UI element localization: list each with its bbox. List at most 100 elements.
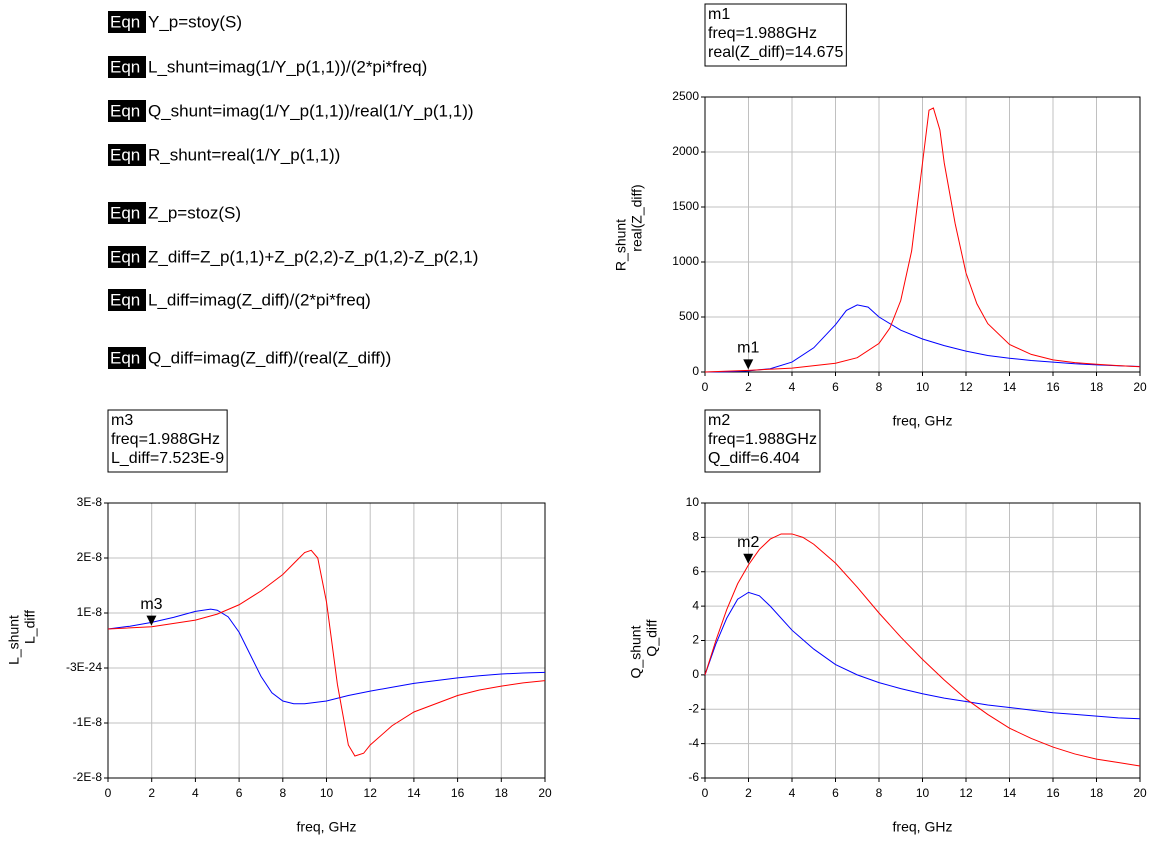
x-tick-label: 6 xyxy=(832,786,839,800)
eqn-text: L_diff=imag(Z_diff)/(2*pi*freq) xyxy=(148,290,371,309)
marker-readout-line: L_diff=7.523E-9 xyxy=(111,450,224,467)
eqn-tag: Eqn xyxy=(110,101,140,120)
x-tick-label: 4 xyxy=(789,786,796,800)
eqn-tag-box xyxy=(108,347,146,369)
y-tick-label: 500 xyxy=(679,309,699,323)
eqn-tag-box xyxy=(108,100,146,122)
series-line xyxy=(704,107,1141,373)
eqn-tag: Eqn xyxy=(110,145,140,164)
y-tick-label: 2500 xyxy=(672,89,699,103)
y-tick-label: -3E-24 xyxy=(66,660,102,674)
plot-frame xyxy=(107,502,546,779)
x-tick-label: 16 xyxy=(451,786,465,800)
eqn-tag: Eqn xyxy=(110,348,140,367)
legend-entry: real(Z_diff) xyxy=(629,184,645,251)
x-tick-label: 12 xyxy=(364,786,378,800)
x-tick-label: 14 xyxy=(407,786,421,800)
marker-label: m3 xyxy=(140,596,162,613)
x-tick-label: 14 xyxy=(1003,786,1017,800)
plot-frame xyxy=(704,502,1141,779)
x-tick-label: 12 xyxy=(959,380,973,394)
y-tick-label: 1E-8 xyxy=(77,605,103,619)
x-tick-label: 8 xyxy=(876,786,883,800)
x-axis-label: freq, GHz xyxy=(893,413,953,429)
marker-readout-line: freq=1.988GHz xyxy=(111,431,220,448)
y-tick-label: 8 xyxy=(692,530,699,544)
y-tick-label: -1E-8 xyxy=(73,715,103,729)
eqn-tag-box xyxy=(108,246,146,268)
x-tick-label: 20 xyxy=(1133,380,1147,394)
x-axis-label: freq, GHz xyxy=(893,819,953,835)
marker-readout-box xyxy=(704,409,821,473)
y-tick-label: 3E-8 xyxy=(77,495,103,509)
marker-readout-box xyxy=(107,409,228,473)
marker-readout-name: m1 xyxy=(708,6,730,23)
y-tick-label: 0 xyxy=(692,364,699,378)
x-tick-label: 10 xyxy=(320,786,334,800)
y-tick-label: 0 xyxy=(692,667,699,681)
marker-readout-line: real(Z_diff)=14.675 xyxy=(708,44,843,61)
marker-readout-line: Q_diff=6.404 xyxy=(708,450,800,467)
eqn-tag: Eqn xyxy=(110,247,140,266)
y-tick-label: 6 xyxy=(692,564,699,578)
x-tick-label: 12 xyxy=(959,786,973,800)
x-tick-label: 6 xyxy=(236,786,243,800)
eqn-tag-box xyxy=(108,11,146,33)
x-tick-label: 2 xyxy=(745,786,752,800)
y-tick-label: 1500 xyxy=(672,199,699,213)
x-tick-label: 20 xyxy=(1133,786,1147,800)
eqn-text: L_shunt=imag(1/Y_p(1,1))/(2*pi*freq) xyxy=(148,57,427,76)
x-tick-label: 18 xyxy=(1090,786,1104,800)
marker-readout-name: m3 xyxy=(111,412,133,429)
x-tick-label: 2 xyxy=(745,380,752,394)
y-tick-label: 1000 xyxy=(672,254,699,268)
x-tick-label: 18 xyxy=(495,786,509,800)
plot-frame xyxy=(704,96,1141,373)
marker-triangle xyxy=(146,615,157,626)
x-tick-label: 20 xyxy=(538,786,552,800)
marker-triangle xyxy=(743,553,754,564)
marker-label: m2 xyxy=(737,534,759,551)
legend-entry: R_shunt xyxy=(613,219,629,271)
series-line xyxy=(704,304,1141,373)
eqn-tag: Eqn xyxy=(110,57,140,76)
eqn-tag: Eqn xyxy=(110,203,140,222)
legend-entry: Q_diff xyxy=(644,619,660,656)
eqn-text: Z_p=stoz(S) xyxy=(148,203,241,222)
marker-readout-box xyxy=(704,3,847,67)
y-tick-label: -6 xyxy=(688,770,699,784)
x-tick-label: 14 xyxy=(1003,380,1017,394)
y-tick-label: -2 xyxy=(688,701,699,715)
series-line xyxy=(704,533,1141,767)
y-tick-label: 4 xyxy=(692,598,699,612)
eqn-tag-box xyxy=(108,144,146,166)
y-tick-label: -2E-8 xyxy=(73,770,103,784)
marker-readout-line: freq=1.988GHz xyxy=(708,431,817,448)
series-line xyxy=(704,591,1141,720)
legend-entry: L_diff xyxy=(22,610,38,644)
x-tick-label: 0 xyxy=(105,786,112,800)
marker-readout-line: freq=1.988GHz xyxy=(708,25,817,42)
eqn-tag-box xyxy=(108,56,146,78)
x-tick-label: 4 xyxy=(789,380,796,394)
y-tick-label: 2 xyxy=(692,633,699,647)
x-tick-label: 8 xyxy=(876,380,883,394)
marker-label: m1 xyxy=(737,340,759,357)
y-tick-label: 2E-8 xyxy=(77,550,103,564)
marker-readout-name: m2 xyxy=(708,412,730,429)
marker-triangle xyxy=(743,359,754,370)
eqn-text: Y_p=stoy(S) xyxy=(148,12,242,31)
eqn-text: R_shunt=real(1/Y_p(1,1)) xyxy=(148,145,340,164)
eqn-tag-box xyxy=(108,289,146,311)
x-axis-label: freq, GHz xyxy=(297,819,357,835)
eqn-tag: Eqn xyxy=(110,290,140,309)
eqn-text: Q_diff=imag(Z_diff)/(real(Z_diff)) xyxy=(148,348,391,367)
legend-entry: L_shunt xyxy=(6,615,22,665)
y-tick-label: 2000 xyxy=(672,144,699,158)
x-tick-label: 16 xyxy=(1046,380,1060,394)
x-tick-label: 2 xyxy=(148,786,155,800)
x-tick-label: 0 xyxy=(702,786,709,800)
x-tick-label: 10 xyxy=(916,786,930,800)
